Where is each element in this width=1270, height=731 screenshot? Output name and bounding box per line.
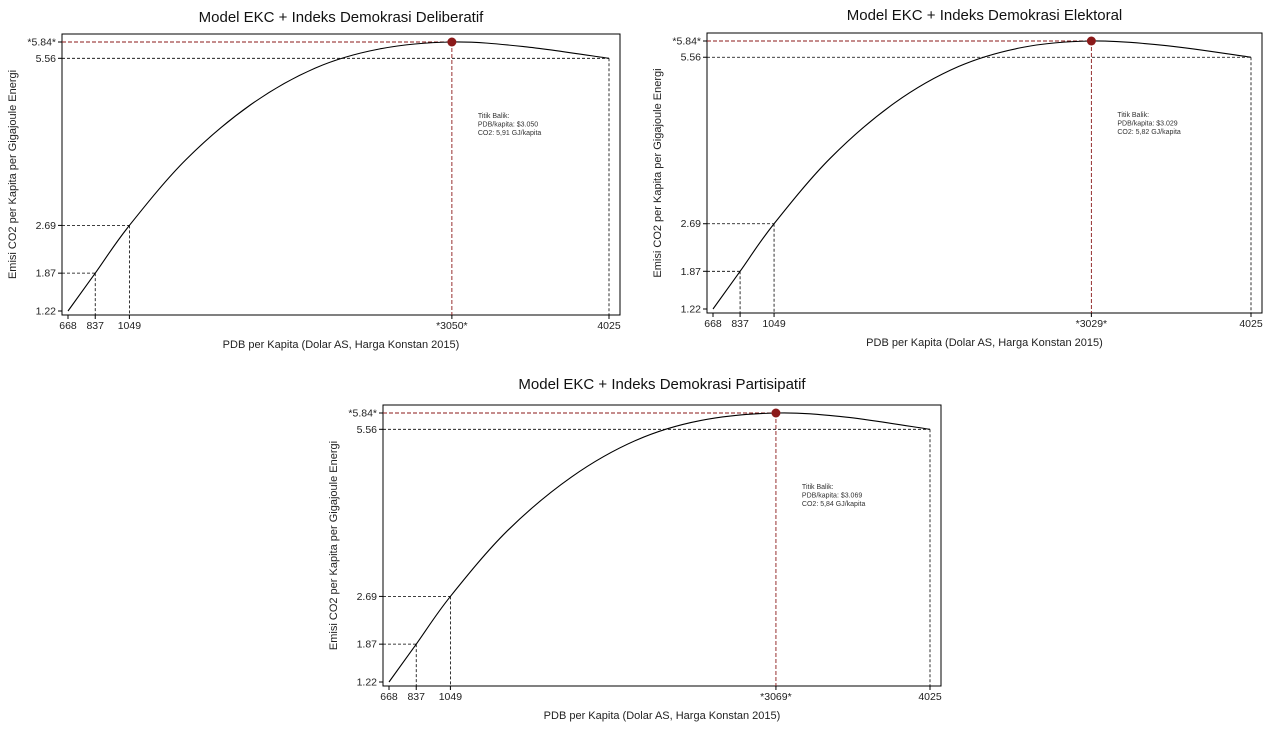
x-tick-label: 668 [704, 318, 722, 330]
x-tick-label: 1049 [762, 318, 786, 330]
plot-frame [61, 33, 621, 316]
x-tick-label: 837 [407, 691, 425, 703]
y-tick-label: 2.69 [357, 591, 378, 603]
y-tick-label: 2.69 [681, 218, 702, 230]
turning-point-marker [1086, 36, 1096, 46]
turning-annotation-line: PDB/kapita: $3.069 [802, 493, 862, 500]
x-tick-label: 4025 [597, 320, 621, 332]
turning-annotation-line: PDB/kapita: $3.050 [478, 122, 538, 129]
y-tick-label: *5.84* [348, 408, 377, 420]
y-tick-label: 1.22 [36, 306, 57, 318]
turning-annotation-line: CO2: 5,84 GJ/kapita [802, 501, 866, 508]
plot-frame [382, 404, 942, 687]
chart-title: Model EKC + Indeks Demokrasi Deliberatif [199, 9, 485, 26]
x-tick-label: *3069* [760, 691, 792, 703]
y-tick-label: 5.56 [36, 53, 57, 65]
turning-annotation-line: CO2: 5,91 GJ/kapita [478, 130, 542, 137]
y-tick-label: 5.56 [357, 424, 378, 436]
x-tick-label: 668 [59, 320, 77, 332]
chart-title: Model EKC + Indeks Demokrasi Partisipati… [518, 376, 806, 393]
x-tick-label: *3050* [436, 320, 468, 332]
x-tick-label: *3029* [1076, 318, 1108, 330]
turning-point-marker [447, 37, 457, 47]
x-tick-label: 1049 [118, 320, 142, 332]
x-tick-label: 4025 [918, 691, 942, 703]
x-tick-label: 668 [380, 691, 398, 703]
x-tick-label: 837 [731, 318, 749, 330]
x-axis-label: PDB per Kapita (Dolar AS, Harga Konstan … [544, 710, 781, 722]
y-tick-label: 1.22 [357, 677, 378, 689]
turning-annotation-line: PDB/kapita: $3.029 [1117, 121, 1177, 128]
chart-title: Model EKC + Indeks Demokrasi Elektoral [847, 7, 1123, 24]
y-tick-label: *5.84* [27, 37, 56, 49]
y-tick-label: 5.56 [681, 52, 702, 64]
x-tick-label: 4025 [1239, 318, 1263, 330]
x-tick-label: 837 [86, 320, 104, 332]
y-axis-label: Emisi CO2 per Kapita per Gigajoule Energ… [652, 68, 664, 277]
x-axis-label: PDB per Kapita (Dolar AS, Harga Konstan … [866, 337, 1103, 349]
y-tick-label: 1.87 [357, 639, 378, 651]
chart-panel-2: Model EKC + Indeks Demokrasi Elektoral 66… [652, 7, 1263, 349]
ekc-curve [388, 412, 931, 683]
y-axis-label: Emisi CO2 per Kapita per Gigajoule Energ… [7, 70, 19, 279]
x-tick-label: 1049 [439, 691, 463, 703]
y-tick-label: 2.69 [36, 220, 57, 232]
chart-panel-3: Model EKC + Indeks Demokrasi Partisipati… [328, 376, 942, 722]
chart-panel-1: Model EKC + Indeks Demokrasi Deliberatif… [7, 9, 621, 351]
y-tick-label: 1.87 [681, 266, 702, 278]
turning-annotation-line: Titik Balik: [1117, 112, 1149, 119]
turning-annotation-line: CO2: 5,82 GJ/kapita [1117, 129, 1181, 136]
y-tick-label: 1.22 [681, 304, 702, 316]
turning-annotation-line: Titik Balik: [802, 484, 834, 491]
turning-annotation-line: Titik Balik: [478, 113, 510, 120]
y-tick-label: 1.87 [36, 268, 57, 280]
y-axis-label: Emisi CO2 per Kapita per Gigajoule Energ… [328, 441, 340, 650]
turning-point-marker [771, 408, 781, 418]
plot-frame [706, 32, 1263, 314]
x-axis-label: PDB per Kapita (Dolar AS, Harga Konstan … [223, 339, 460, 351]
ekc-curve [712, 40, 1252, 310]
ekc-curve [67, 41, 610, 312]
y-tick-label: *5.84* [672, 36, 701, 48]
